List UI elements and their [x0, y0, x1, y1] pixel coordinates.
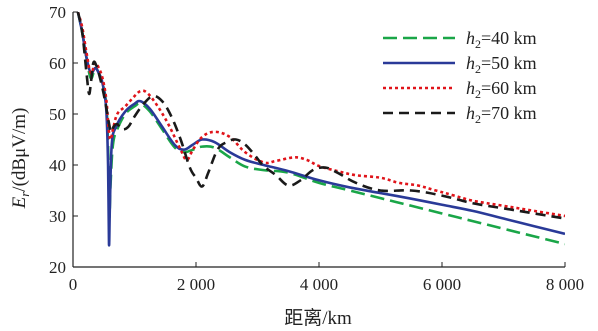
y-tick-label: 20	[49, 258, 66, 277]
y-tick-label: 40	[49, 156, 66, 175]
y-axis-title: Er/(dBμV/m)	[9, 108, 32, 210]
y-axis-title-main: E	[9, 196, 30, 209]
legend-label-2: h2=50 km	[466, 53, 537, 76]
legend-label-4: h2=70 km	[466, 103, 537, 126]
y-tick-label: 50	[49, 105, 66, 124]
series-line-1	[76, 12, 565, 246]
legend-label-3: h2=60 km	[466, 78, 537, 101]
series-line-4	[76, 12, 565, 220]
axes	[72, 12, 565, 268]
ticks: 0 2 000 4 000 6 000 8 000 20 30 40 50 60 70	[49, 3, 584, 294]
y-tick-label: 60	[49, 54, 66, 73]
x-axis-title: 距离/km	[284, 307, 352, 329]
y-axis-title-unit: /(dBμV/m)	[9, 108, 30, 192]
legend-label-1: h2=40 km	[466, 28, 537, 51]
x-tick-label: 8 000	[546, 275, 584, 294]
y-axis-title-sub: r	[17, 191, 32, 197]
x-tick-label: 2 000	[177, 275, 215, 294]
plot-area	[76, 12, 565, 247]
y-tick-label: 70	[49, 3, 66, 22]
x-tick-label: 4 000	[300, 275, 338, 294]
x-tick-label: 6 000	[423, 275, 461, 294]
x-tick-label: 0	[69, 275, 78, 294]
y-tick-label: 30	[49, 207, 66, 226]
